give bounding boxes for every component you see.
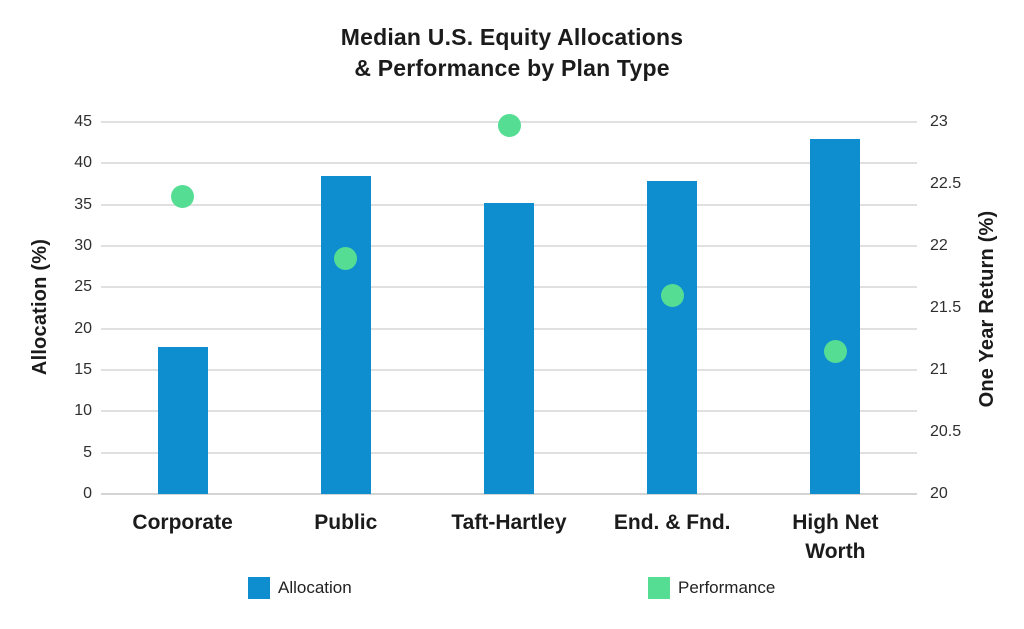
right-axis-tick: 21: [930, 361, 948, 378]
legend-item: Performance: [648, 577, 775, 599]
performance-marker: [660, 284, 684, 308]
performance-marker: [171, 184, 195, 208]
gridline: [101, 493, 917, 495]
gridline: [101, 162, 917, 165]
legend-swatch: [648, 577, 670, 599]
right-axis-tick: 20.5: [930, 423, 962, 440]
allocation-bar: [320, 175, 371, 494]
chart-title: Median U.S. Equity Allocations & Perform…: [340, 24, 684, 81]
legend-label: Performance: [678, 578, 776, 597]
category-label: High Net Worth: [792, 511, 879, 563]
legend-swatch: [248, 577, 270, 599]
category-label: End. & Fnd.: [613, 511, 731, 534]
right-axis-tick: 22.5: [930, 175, 962, 192]
allocation-bar: [647, 180, 698, 494]
allocation-bar: [157, 346, 208, 494]
performance-marker: [334, 246, 358, 270]
allocation-bar: [810, 138, 861, 494]
category-label: Corporate: [132, 511, 233, 534]
right-axis-tick: 23: [930, 113, 948, 130]
left-axis-tick: 15: [74, 361, 92, 378]
left-axis-tick: 10: [74, 402, 92, 420]
right-axis-tick: 21.5: [930, 299, 962, 316]
legend-item: Allocation: [248, 577, 352, 599]
right-axis-tick: 20: [930, 485, 948, 502]
left-axis-tick: 30: [74, 237, 92, 254]
category-label: Public: [314, 511, 378, 534]
left-axis-tick: 20: [74, 319, 92, 337]
category-label: Taft-Hartley: [451, 511, 567, 534]
left-axis-tick: 40: [74, 154, 92, 172]
left-axis-tick: 35: [74, 195, 92, 213]
left-axis-tick: 0: [83, 485, 92, 502]
performance-marker: [497, 114, 521, 138]
left-axis-tick: 25: [74, 278, 92, 296]
left-axis-tick: 45: [74, 113, 92, 130]
right-axis-tick: 22: [930, 237, 948, 254]
left-axis-tick: 5: [83, 443, 92, 461]
legend-label: Allocation: [278, 578, 352, 597]
performance-marker: [823, 339, 847, 363]
allocation-bar: [484, 203, 534, 494]
